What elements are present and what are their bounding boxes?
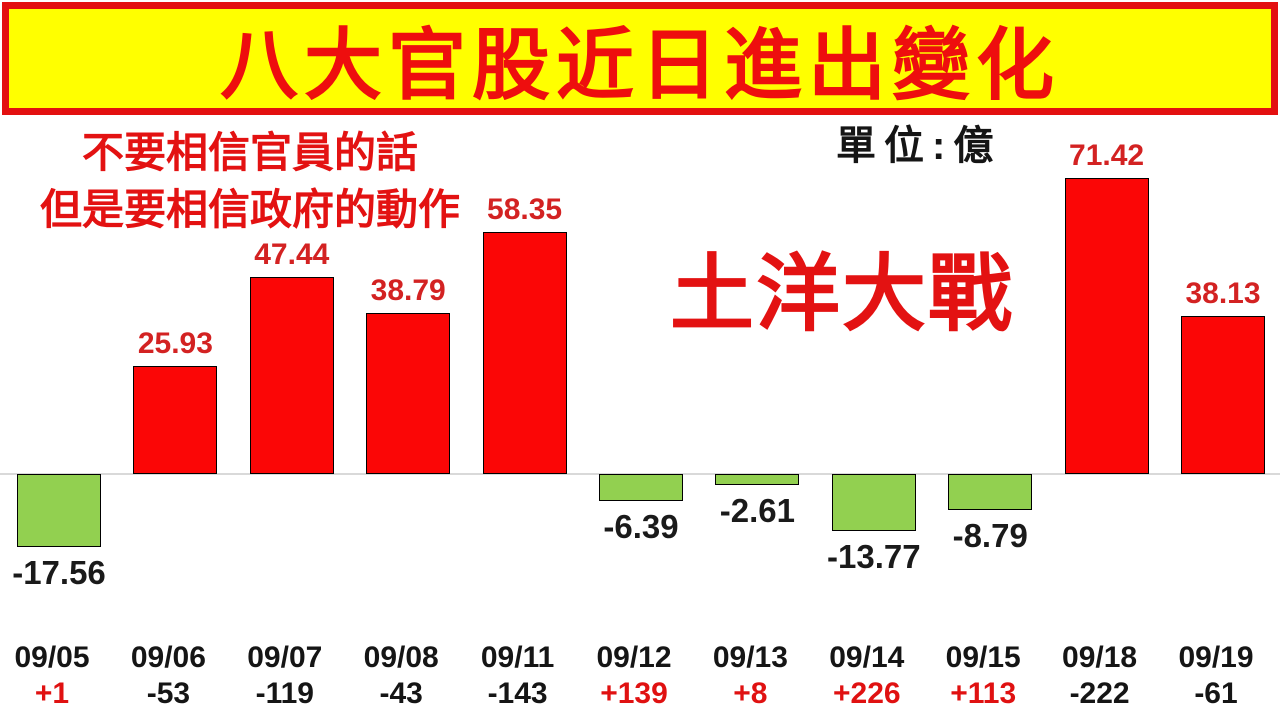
date-label: 09/07 <box>247 641 323 674</box>
chart-bar <box>1064 177 1149 474</box>
bar-value-label: 47.44 <box>254 238 330 272</box>
change-label: +8 <box>733 677 768 710</box>
bar-value-label: 38.13 <box>1185 276 1261 310</box>
page-title: 八大官股近日進出變化 <box>219 20 1060 109</box>
bar-value-label: -8.79 <box>952 517 1028 555</box>
bar-value-label: -2.61 <box>719 491 795 529</box>
change-label: -222 <box>1069 677 1130 710</box>
change-label: +113 <box>950 677 1017 710</box>
change-label: -119 <box>255 677 314 710</box>
bar-value-label: -17.56 <box>12 553 106 591</box>
subtitle-line-1: 不要相信官員的話 <box>81 129 418 176</box>
slogan-text: 土洋大戰 <box>669 247 1014 341</box>
chart-bar <box>482 231 567 474</box>
bar-value-label: -13.77 <box>827 538 921 576</box>
chart-bar <box>249 277 334 474</box>
date-label: 09/19 <box>1178 641 1254 674</box>
date-label: 09/05 <box>14 641 90 674</box>
bar-value-label: 58.35 <box>487 192 563 226</box>
chart-bar <box>17 474 101 547</box>
chart-bar <box>831 474 916 532</box>
date-label: 09/06 <box>130 641 206 674</box>
bar-value-label: 71.42 <box>1069 138 1145 172</box>
subtitle-line-2: 但是要相信政府的動作 <box>39 186 460 233</box>
unit-label: 單位:億 <box>836 124 1002 168</box>
date-label: 09/14 <box>829 641 905 674</box>
chart-bar <box>599 474 683 501</box>
chart-bar <box>366 313 451 474</box>
change-label: -43 <box>379 677 423 710</box>
date-label: 09/13 <box>712 641 788 674</box>
chart-bar <box>1181 315 1265 474</box>
date-label: 09/08 <box>363 641 439 674</box>
bar-value-label: 38.79 <box>370 274 446 308</box>
change-label: +1 <box>34 677 70 710</box>
change-label: +139 <box>600 677 668 710</box>
bar-value-label: 25.93 <box>137 327 213 361</box>
change-label: -61 <box>1194 677 1238 710</box>
bar-value-label: -6.39 <box>603 507 679 545</box>
chart-bar <box>715 474 800 485</box>
subtitle: 不要相信官員的話 但是要相信政府的動作 <box>0 124 500 238</box>
date-label: 09/11 <box>480 641 555 674</box>
chart-bar <box>133 366 218 474</box>
change-label: -143 <box>487 677 548 710</box>
change-label: -53 <box>146 677 191 710</box>
date-label: 09/18 <box>1062 641 1138 674</box>
date-label: 09/15 <box>945 641 1021 674</box>
chart-bar <box>948 474 1033 511</box>
date-label: 09/12 <box>596 641 672 674</box>
change-label: +226 <box>833 677 901 710</box>
title-banner: 八大官股近日進出變化 <box>2 2 1278 115</box>
